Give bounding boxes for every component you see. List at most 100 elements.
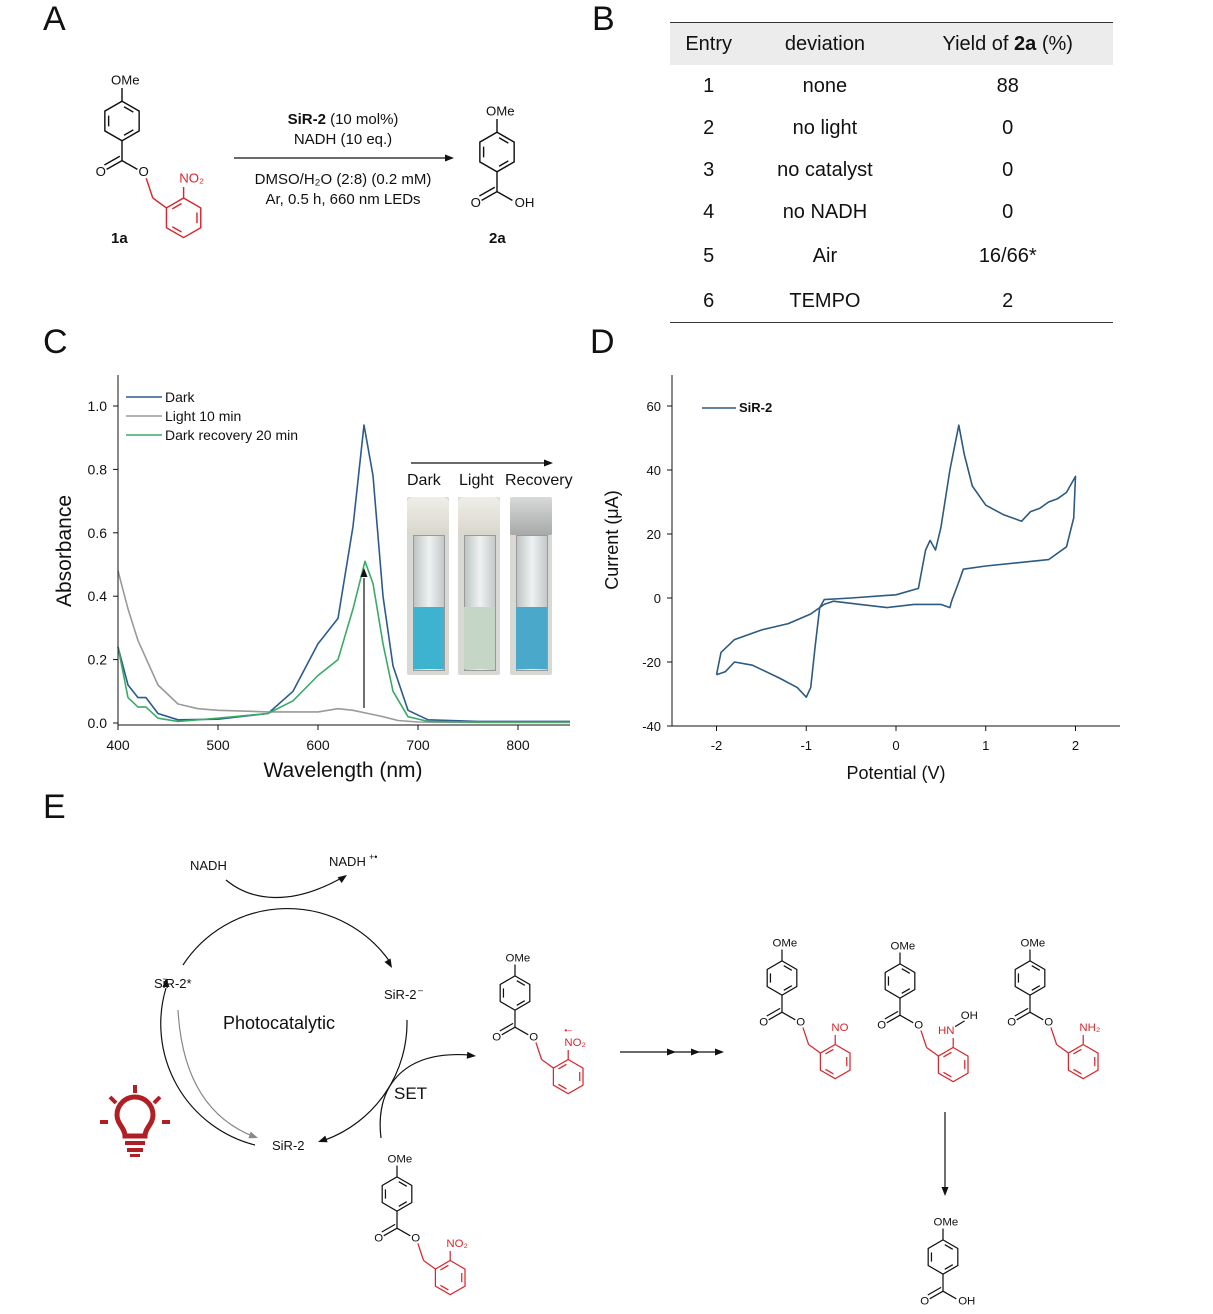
deviation-cell: none: [802, 74, 848, 97]
cv-chart: -2 -1 0 1 2 -40 -20 0 20 40 60 Potential (V) Current…: [602, 375, 1120, 783]
y-tick-label: 40: [647, 463, 661, 478]
x-tick-label: 500: [206, 737, 230, 753]
decay-arrow: [177, 1009, 256, 1138]
entry-cell: 4: [703, 200, 715, 223]
header-entry: Entry: [670, 22, 748, 65]
catalyst-name: SiR-2: [287, 111, 326, 128]
x-axis-label: Wavelength (nm): [263, 759, 422, 782]
conditions-reductant: NADH (10 eq.): [293, 131, 393, 148]
entry-cell: 2: [703, 116, 715, 139]
y-axis-label: Absorbance: [53, 495, 76, 607]
arrowhead-icon: [941, 1187, 949, 1196]
carbonyl-o-label: O: [759, 1017, 768, 1029]
benzene-ring: [104, 100, 140, 142]
benzene-ring: [884, 963, 916, 999]
y-tick-label: -40: [642, 719, 661, 734]
ome-label: OMe: [111, 73, 140, 88]
y-tick-label: 0.6: [88, 525, 108, 541]
table-row: 3 no catalyst 0: [670, 149, 1113, 191]
entry-cell: 3: [703, 158, 715, 181]
ester-o-label: O: [411, 1233, 420, 1245]
y-tick-label: 0.2: [88, 652, 108, 668]
benzene-ring: [434, 1259, 466, 1296]
x-tick-label: 600: [306, 737, 330, 753]
table-header-row: Entry deviation Yield of 2a (%): [670, 22, 1113, 65]
lightbulb-icon: [100, 1085, 170, 1157]
ester-o-label: O: [139, 164, 149, 179]
table-row: 1 none 88: [670, 65, 1113, 107]
ome-label: OMe: [934, 1217, 959, 1229]
x-tick-label: 700: [406, 737, 430, 753]
charge-label: –: [418, 985, 423, 995]
series-line-light-10-min: [117, 570, 570, 724]
table-row: 6 TEMPO 2: [670, 280, 1113, 323]
photocatalytic-cycle: NADH NADH +•SiR-2*SiR-2 –SiR-2Photocatalyti…: [100, 852, 949, 1196]
ome-label: OMe: [506, 953, 531, 965]
substrate-1a: OMe O O NO₂: [374, 1154, 468, 1296]
carbonyl-o-label: O: [877, 1020, 886, 1032]
benzene-ring: [819, 1043, 851, 1080]
panel-label-c: C: [43, 323, 68, 361]
y-tick-label: 0: [654, 591, 661, 606]
molecule-2a: OMe O OH: [471, 104, 535, 210]
x-tick-label: 1: [982, 738, 989, 753]
ome-label: OMe: [486, 104, 515, 119]
benzene-ring: [1067, 1043, 1099, 1080]
arrowhead-icon: [337, 875, 347, 884]
ome-label: OMe: [891, 941, 916, 953]
series-line-dark: [117, 424, 570, 723]
x-tick-label: 0: [892, 738, 899, 753]
deviation-cell: TEMPO: [747, 280, 903, 323]
panel-label-b: B: [592, 0, 615, 38]
yield-cell: 16/66*: [978, 245, 1037, 267]
yield-cell: 0: [1002, 200, 1014, 223]
benzene-ring: [937, 1046, 969, 1083]
benzene-ring: [165, 197, 202, 239]
nadh-radical-label: NADH: [329, 854, 366, 869]
vial-label-dark: Dark: [407, 472, 441, 489]
y-tick-label: 0.4: [88, 588, 108, 604]
conditions-solvent: DMSO/H₂O (2:8) (0.2 mM): [254, 171, 432, 188]
conditions-other: Ar, 0.5 h, 660 nm LEDs: [265, 191, 421, 208]
yield-cell: 0: [1002, 116, 1014, 139]
nadh-label: NADH: [190, 858, 227, 873]
vial-label-recovery: Recovery: [505, 472, 573, 489]
arrowhead-icon: [384, 958, 392, 968]
deviation-cell: no NADH: [782, 200, 868, 223]
arrowhead-icon: [360, 568, 368, 577]
benzene-ring: [499, 975, 531, 1011]
entry-cell: 5: [703, 245, 715, 267]
series-line-sir-2: [715, 424, 1077, 698]
x-axis-label: Potential (V): [846, 763, 945, 783]
table-row: 5 Air 16/66*: [670, 233, 1113, 280]
set-label: SET: [394, 1084, 427, 1103]
header-yield: Yield of 2a (%): [902, 22, 1113, 65]
benzene-ring: [479, 131, 515, 173]
ester-o-label: O: [914, 1020, 923, 1032]
yield-cell: 88: [996, 74, 1019, 97]
panel-label-e: E: [43, 788, 66, 826]
conditions-table: Entry deviation Yield of 2a (%) 1 none 88 2…: [670, 22, 1113, 323]
entry-cell: 1: [703, 74, 715, 97]
conditions-catalyst: SiR-2 (10 mol%): [243, 111, 443, 128]
carbonyl-o-label: O: [96, 164, 106, 179]
nadh-arrow: [225, 875, 346, 899]
arrowhead-icon: [466, 1051, 476, 1059]
arrowhead-icon: [715, 1048, 724, 1056]
cycle-arc-top: [182, 907, 391, 966]
deviation-cell: no light: [792, 116, 858, 139]
y-tick-label: -20: [642, 655, 661, 670]
hydroxylamine-intermediate: OMe O O HN OH: [877, 941, 978, 1083]
arrowhead-icon: [318, 1135, 328, 1143]
ester-o-label: O: [529, 1032, 538, 1044]
deviation-cell: Air: [812, 245, 838, 267]
product-label: 2a: [489, 230, 506, 247]
amine-intermediate: OMe O O NH₂: [1007, 938, 1100, 1080]
hydroxyl-label: OH: [961, 1010, 978, 1022]
x-tick-label: -2: [711, 738, 723, 753]
molecule-1a: OMe O O NO₂: [96, 73, 204, 239]
benzene-ring: [766, 960, 798, 996]
benzene-ring: [552, 1058, 584, 1095]
header-deviation: deviation: [747, 22, 903, 65]
